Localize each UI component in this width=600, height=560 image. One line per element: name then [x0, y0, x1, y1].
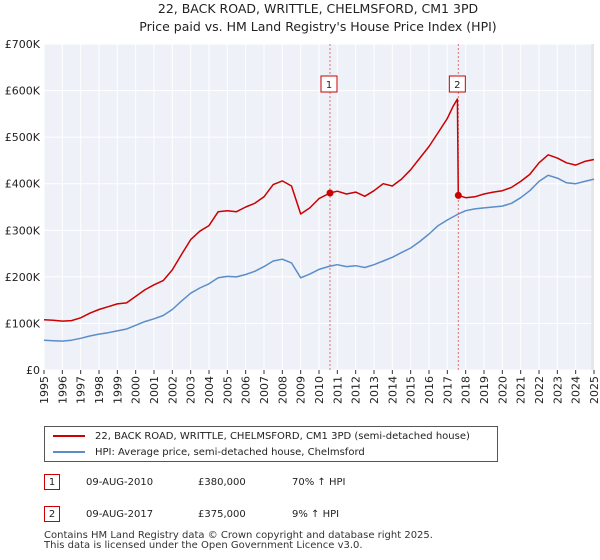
future-shade: [591, 44, 594, 370]
transaction-price: £380,000: [198, 476, 246, 488]
transaction-badge: 1: [44, 474, 60, 490]
x-tick-label: 2022: [533, 376, 546, 404]
x-tick-label: 2000: [130, 376, 143, 404]
x-tick-label: 2003: [185, 376, 198, 404]
x-tick-label: 2007: [258, 376, 271, 404]
legend-item-hpi: HPI: Average price, semi-detached house,…: [53, 444, 365, 460]
series-line-hpi: [43, 174, 595, 342]
y-tick-label: £500K: [5, 131, 41, 144]
legend-swatch-hpi: [53, 451, 85, 453]
x-tick-label: 2018: [460, 376, 473, 404]
x-tick-label: 1998: [93, 376, 106, 404]
legend-item-property: 22, BACK ROAD, WRITTLE, CHELMSFORD, CM1 …: [53, 428, 470, 444]
x-tick-label: 2009: [295, 376, 308, 404]
x-tick-label: 1999: [111, 376, 124, 404]
x-tick-label: 2013: [368, 376, 381, 404]
transaction-marker: [326, 189, 334, 197]
x-tick-label: 2004: [203, 376, 216, 404]
y-tick-label: £100K: [5, 317, 41, 330]
x-tick-label: 2010: [313, 376, 326, 404]
footer-copyright: Contains HM Land Registry data © Crown c…: [44, 530, 433, 541]
transaction-price: £375,000: [198, 508, 246, 520]
y-tick-label: £300K: [5, 224, 41, 237]
x-tick-label: 2005: [221, 376, 234, 404]
y-tick-label: £0: [26, 364, 40, 377]
x-tick-label: 2001: [148, 376, 161, 404]
x-tick-label: 1996: [56, 376, 69, 404]
footer: Contains HM Land Registry data © Crown c…: [44, 531, 433, 551]
x-tick-label: 1995: [38, 376, 51, 404]
x-tick-label: 2020: [496, 376, 509, 404]
transaction-date: 09-AUG-2010: [86, 476, 154, 488]
transaction-label: 1: [326, 80, 332, 91]
y-tick-label: £200K: [5, 271, 41, 284]
x-tick-label: 2023: [551, 376, 564, 404]
chart-title: 22, BACK ROAD, WRITTLE, CHELMSFORD, CM1 …: [158, 1, 478, 16]
x-tick-label: 2025: [588, 376, 600, 404]
legend-swatch-property: [53, 435, 85, 437]
x-tick-label: 2015: [405, 376, 418, 404]
x-tick-label: 2008: [276, 376, 289, 404]
footer-license: This data is licensed under the Open Gov…: [44, 540, 363, 551]
legend-label-property: 22, BACK ROAD, WRITTLE, CHELMSFORD, CM1 …: [95, 430, 470, 442]
transaction-hpi-change: 9% ↑ HPI: [292, 508, 340, 520]
y-tick-label: £700K: [5, 38, 41, 51]
x-tick-label: 2024: [570, 376, 583, 404]
transaction-label-box: [320, 75, 338, 93]
transaction-row: 1 09-AUG-2010 £380,000 70% ↑ HPI: [44, 472, 412, 492]
x-tick-label: 2011: [331, 376, 344, 404]
x-tick-label: 2002: [166, 376, 179, 404]
x-tick-label: 2017: [441, 376, 454, 404]
x-tick-label: 1997: [75, 376, 88, 404]
transaction-label: 2: [454, 80, 460, 91]
transaction-badge: 2: [44, 506, 60, 522]
transaction-row: 2 09-AUG-2017 £375,000 9% ↑ HPI: [44, 504, 412, 524]
x-tick-label: 2006: [240, 376, 253, 404]
transaction-date: 09-AUG-2017: [86, 508, 154, 520]
chart-subtitle: Price paid vs. HM Land Registry's House …: [139, 19, 496, 34]
transaction-hpi-change: 70% ↑ HPI: [292, 476, 346, 488]
transaction-label-box: [448, 75, 466, 93]
legend-label-hpi: HPI: Average price, semi-detached house,…: [95, 446, 365, 458]
x-tick-label: 2016: [423, 376, 436, 404]
x-tick-label: 2021: [515, 376, 528, 404]
x-tick-label: 2019: [478, 376, 491, 404]
legend: 22, BACK ROAD, WRITTLE, CHELMSFORD, CM1 …: [44, 426, 498, 462]
y-tick-label: £600K: [5, 85, 41, 98]
y-tick-label: £400K: [5, 178, 41, 191]
x-tick-label: 2014: [386, 376, 399, 404]
x-tick-label: 2012: [350, 376, 363, 404]
transaction-marker: [454, 191, 462, 199]
